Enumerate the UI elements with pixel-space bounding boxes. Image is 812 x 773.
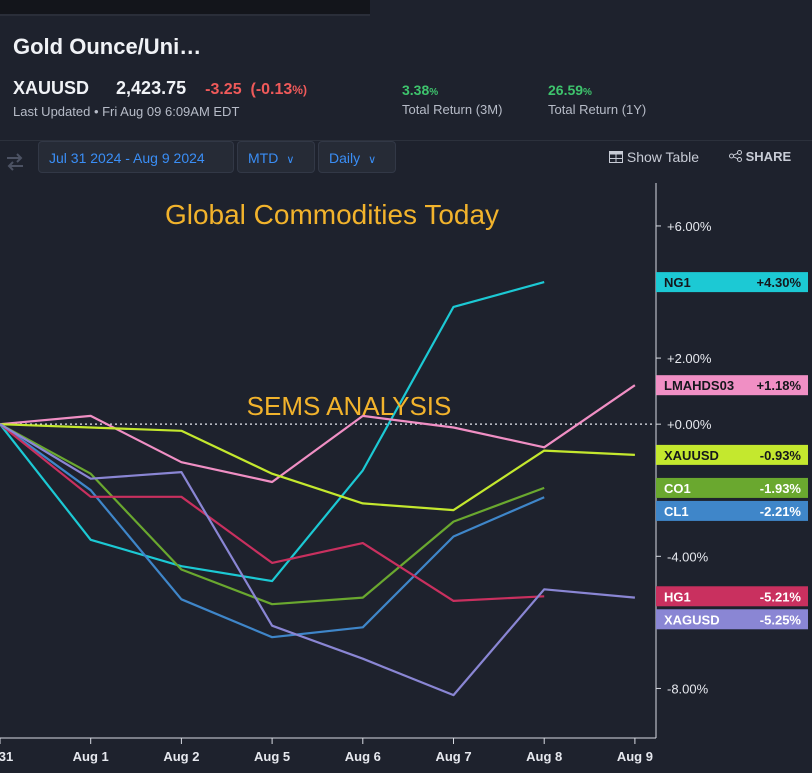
legend-tag-bg xyxy=(656,477,808,498)
chart-toolbar: Jul 31 2024 - Aug 9 2024 MTD ∨ Daily ∨ Sho… xyxy=(0,140,812,184)
series-line-ng1[interactable] xyxy=(0,281,545,583)
share-icon xyxy=(729,150,742,162)
legend-tag-value: +4.30% xyxy=(757,275,802,290)
legend-tag-bg xyxy=(656,500,808,521)
legend-tag-name: LMAHDS03 xyxy=(664,378,734,393)
legend-tag-value: +1.18% xyxy=(757,378,802,393)
return-3m-unit: % xyxy=(429,87,439,98)
symbol: XAUUSD xyxy=(13,78,90,98)
interval-select[interactable]: Daily ∨ xyxy=(318,141,396,173)
show-table-button[interactable]: Show Table xyxy=(609,149,699,165)
period-label: MTD xyxy=(248,150,279,166)
return-3m-value: 3.38 xyxy=(402,82,430,98)
chart-area: +6.00% +2.00% +0.00% -4.00% -8.00% 31 Aug 1 Aug… xyxy=(0,183,812,768)
legend-tag-lmahds03: LMAHDS03 +1.18% xyxy=(656,375,808,396)
y-tick-label: +2.00% xyxy=(667,351,712,366)
x-tick-label: Aug 5 xyxy=(254,749,290,764)
legend-tag-name: HG1 xyxy=(664,589,691,604)
legend-tag-bg xyxy=(656,375,808,396)
show-table-label: Show Table xyxy=(626,149,700,165)
legend-tag-bg xyxy=(656,609,808,630)
series-line-xagusd[interactable] xyxy=(0,423,636,697)
period-select[interactable]: MTD ∨ xyxy=(237,141,315,173)
date-range-button[interactable]: Jul 31 2024 - Aug 9 2024 xyxy=(38,141,234,173)
price-change: -3.25 (-0.13%) xyxy=(205,81,307,98)
legend-tag-bg xyxy=(656,444,808,465)
x-tick-label: Aug 1 xyxy=(73,749,109,764)
share-label: SHARE xyxy=(745,149,792,164)
chart-title: Global Commodities Today xyxy=(165,199,499,230)
x-tick-label: 31 xyxy=(0,749,13,764)
legend-tag-ng1: NG1 +4.30% xyxy=(656,272,808,293)
legend-tag-xauusd: XAUUSD -0.93% xyxy=(656,444,808,465)
legend-tag-xagusd: XAGUSD -5.25% xyxy=(656,609,808,630)
chevron-down-icon: ∨ xyxy=(286,154,295,166)
total-return-3m: 3.38% Total Return (3M) xyxy=(402,82,502,117)
legend-tag-name: CO1 xyxy=(664,481,691,496)
legend-tag-name: CL1 xyxy=(664,504,689,519)
x-tick-label: Aug 2 xyxy=(163,749,199,764)
price: 2,423.75 xyxy=(116,78,187,98)
y-tick-label: -8.00% xyxy=(667,681,709,696)
share-button[interactable]: SHARE xyxy=(729,149,791,164)
last-updated: Last Updated • Fri Aug 09 6:09AM EDT xyxy=(13,104,240,119)
legend-tag-name: XAGUSD xyxy=(664,612,720,627)
series-line-cl1[interactable] xyxy=(0,423,545,639)
x-tick-label: Aug 7 xyxy=(435,749,471,764)
legend-tag-hg1: HG1 -5.21% xyxy=(656,586,808,607)
legend-tag-bg xyxy=(656,586,808,607)
chevron-down-icon: ∨ xyxy=(368,154,377,166)
series-line-xauusd[interactable] xyxy=(0,423,635,512)
change-value: -3.25 xyxy=(205,81,242,98)
y-tick-label: +0.00% xyxy=(667,417,712,432)
legend-tag-cl1: CL1 -2.21% xyxy=(656,500,808,521)
legend-tag-value: -5.25% xyxy=(760,612,802,627)
legend-tag-bg xyxy=(656,272,808,293)
return-1y-value: 26.59 xyxy=(548,82,584,98)
return-1y-unit: % xyxy=(583,87,592,98)
compare-icon[interactable] xyxy=(4,151,26,173)
y-tick-label: +6.00% xyxy=(667,219,712,234)
x-tick-label: Aug 6 xyxy=(345,749,381,764)
legend-tag-value: -2.21% xyxy=(760,504,802,519)
series-line-lmahds03[interactable] xyxy=(0,384,636,484)
y-tick-label: -4.00% xyxy=(667,549,709,564)
x-tick-label: Aug 8 xyxy=(526,749,562,764)
change-percent-unit: %) xyxy=(292,83,307,97)
legend-tag-name: NG1 xyxy=(664,275,691,290)
series-line-hg1[interactable] xyxy=(0,423,545,602)
legend-tag-co1: CO1 -1.93% xyxy=(656,477,808,498)
page-title: Gold Ounce/Uni… xyxy=(13,34,202,59)
return-1y-label: Total Return (1Y) xyxy=(548,102,647,117)
date-range-label: Jul 31 2024 - Aug 9 2024 xyxy=(49,150,205,166)
legend-tag-value: -5.21% xyxy=(760,589,802,604)
interval-label: Daily xyxy=(329,150,361,166)
quote-header: Gold Ounce/Uni… XAUUSD 2,423.75 -3.25 (-… xyxy=(0,16,812,140)
top-strip xyxy=(0,0,370,16)
quote-row: XAUUSD 2,423.75 -3.25 (-0.13%) xyxy=(13,78,307,99)
table-icon xyxy=(609,151,623,163)
chart-annotation: SEMS ANALYSIS xyxy=(247,391,452,421)
total-return-1y: 26.59% Total Return (1Y) xyxy=(548,82,646,117)
change-percent: (-0.13 xyxy=(250,81,293,98)
x-tick-label: Aug 9 xyxy=(617,749,653,764)
legend-tag-value: -1.93% xyxy=(760,481,802,496)
series-line-co1[interactable] xyxy=(0,423,545,606)
line-chart: +6.00% +2.00% +0.00% -4.00% -8.00% 31 Aug 1 Aug… xyxy=(0,183,808,764)
return-3m-label: Total Return (3M) xyxy=(402,102,503,117)
legend-tag-value: -0.93% xyxy=(760,448,802,463)
legend-tag-name: XAUUSD xyxy=(664,448,719,463)
